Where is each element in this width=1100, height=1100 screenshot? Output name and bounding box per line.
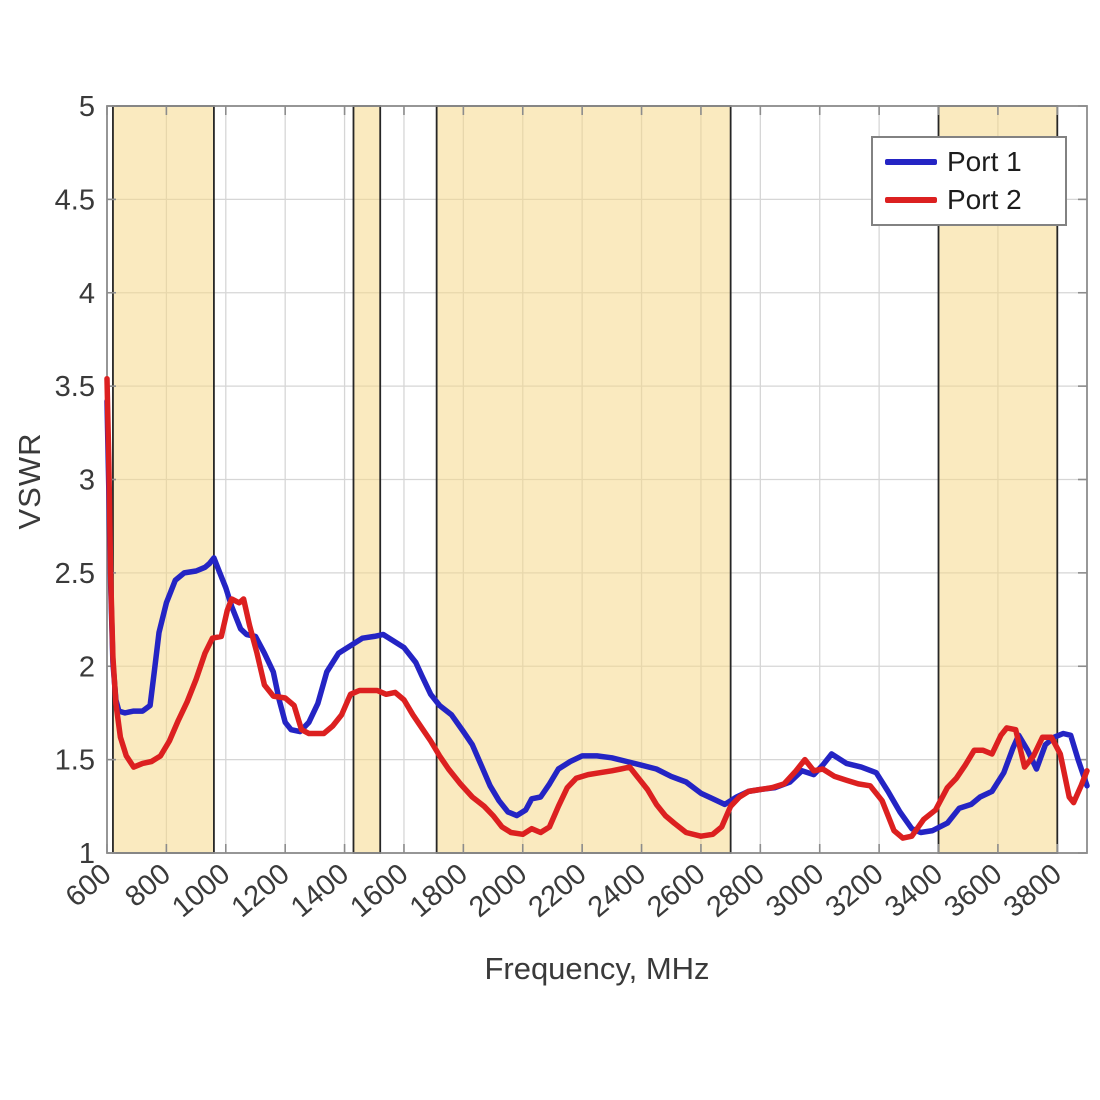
x-tick-label: 1800 [404, 858, 474, 924]
x-tick-label: 3000 [760, 858, 830, 924]
x-tick-label: 2000 [463, 858, 533, 924]
x-tick-label: 2600 [641, 858, 711, 924]
legend-entry-port-1: Port 1 [885, 146, 1053, 177]
y-tick-label: 3.5 [55, 371, 95, 403]
x-tick-label: 3600 [938, 858, 1008, 924]
x-axis-title: Frequency, MHz [484, 951, 710, 986]
highlight-band [352, 105, 382, 854]
highlight-band [937, 105, 1059, 854]
series-port-1-line [104, 398, 1090, 836]
legend-label-port-2: Port 2 [947, 184, 1022, 215]
legend-entry-port-2: Port 2 [885, 184, 1053, 215]
x-tick-label: 3800 [998, 858, 1068, 924]
y-tick-label: 2 [79, 651, 95, 683]
x-tick-label: 1600 [344, 858, 414, 924]
y-tick-label: 2.5 [55, 558, 95, 590]
x-tick-label: 800 [119, 858, 177, 914]
highlight-band [112, 105, 215, 854]
y-tick-label: 4.5 [55, 184, 95, 216]
y-axis-title: VSWR [12, 432, 47, 530]
y-tick-label: 3 [79, 465, 95, 497]
y-tick-label: 1 [79, 838, 95, 870]
legend-label-port-1: Port 1 [947, 146, 1022, 177]
port-1-line-swatch [885, 159, 937, 165]
x-tick-label: 600 [60, 858, 118, 914]
legend: Port 1 Port 2 [871, 136, 1067, 226]
x-tick-label: 2800 [701, 858, 771, 924]
x-tick-label: 1200 [226, 858, 296, 924]
x-tick-label: 2400 [582, 858, 652, 924]
port-2-line-swatch [885, 197, 937, 203]
x-tick-label: 2200 [523, 858, 593, 924]
y-tick-label: 4 [79, 278, 95, 310]
y-tick-label: 1.5 [55, 745, 95, 777]
x-tick-label: 1000 [166, 858, 236, 924]
y-tick-label: 5 [79, 91, 95, 123]
x-tick-label: 3200 [820, 858, 890, 924]
series-port-2-line [104, 375, 1090, 841]
x-tick-label: 3400 [879, 858, 949, 924]
highlight-band [435, 105, 732, 854]
x-tick-label: 1400 [285, 858, 355, 924]
